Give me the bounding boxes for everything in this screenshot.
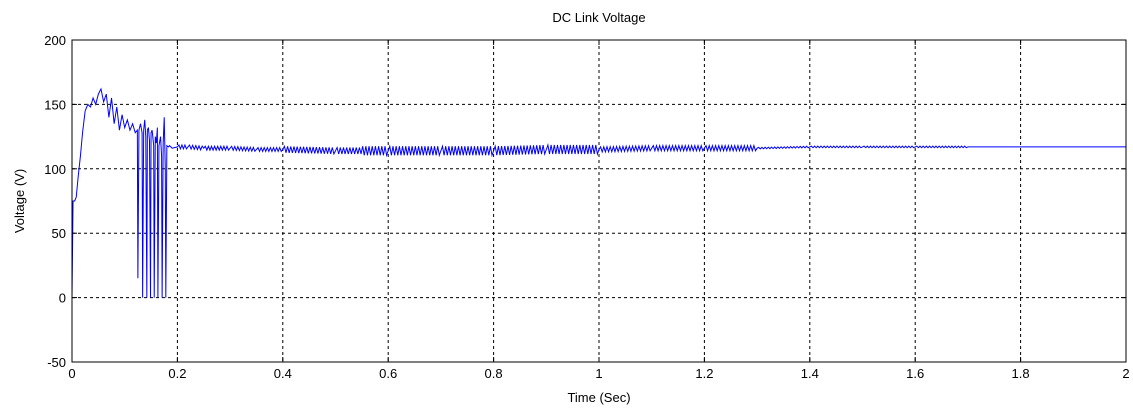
x-tick-label: 0.8 xyxy=(485,366,503,381)
tick-group: 0 0.2 0.4 0.6 0.8 1 1.2 1.4 1.6 1.8 2-500501001502… xyxy=(44,33,1129,381)
grid-lines xyxy=(72,40,1126,362)
x-tick-label: 2 xyxy=(1122,366,1129,381)
y-tick-label: 200 xyxy=(44,33,66,48)
y-tick-label: 150 xyxy=(44,97,66,112)
x-tick-label: 1.4 xyxy=(801,366,819,381)
chart-title: DC Link Voltage xyxy=(552,10,645,25)
x-tick-label: 0 xyxy=(68,366,75,381)
y-tick-label: 0 xyxy=(59,291,66,306)
voltage-series-line xyxy=(71,87,1126,298)
series-group xyxy=(71,87,1126,298)
plot-background xyxy=(72,40,1126,362)
y-tick-label: -50 xyxy=(47,355,66,370)
x-axis-label: Time (Sec) xyxy=(567,390,630,405)
x-tick-label: 1.2 xyxy=(695,366,713,381)
x-tick-label: 1.8 xyxy=(1012,366,1030,381)
x-tick-label: 1.6 xyxy=(906,366,924,381)
x-tick-label: 0.6 xyxy=(379,366,397,381)
x-tick-label: 1 xyxy=(595,366,602,381)
y-axis-label: Voltage (V) xyxy=(12,169,27,233)
x-tick-label: 0.4 xyxy=(274,366,292,381)
y-tick-label: 50 xyxy=(52,226,66,241)
x-tick-label: 0.2 xyxy=(168,366,186,381)
y-tick-label: 100 xyxy=(44,162,66,177)
